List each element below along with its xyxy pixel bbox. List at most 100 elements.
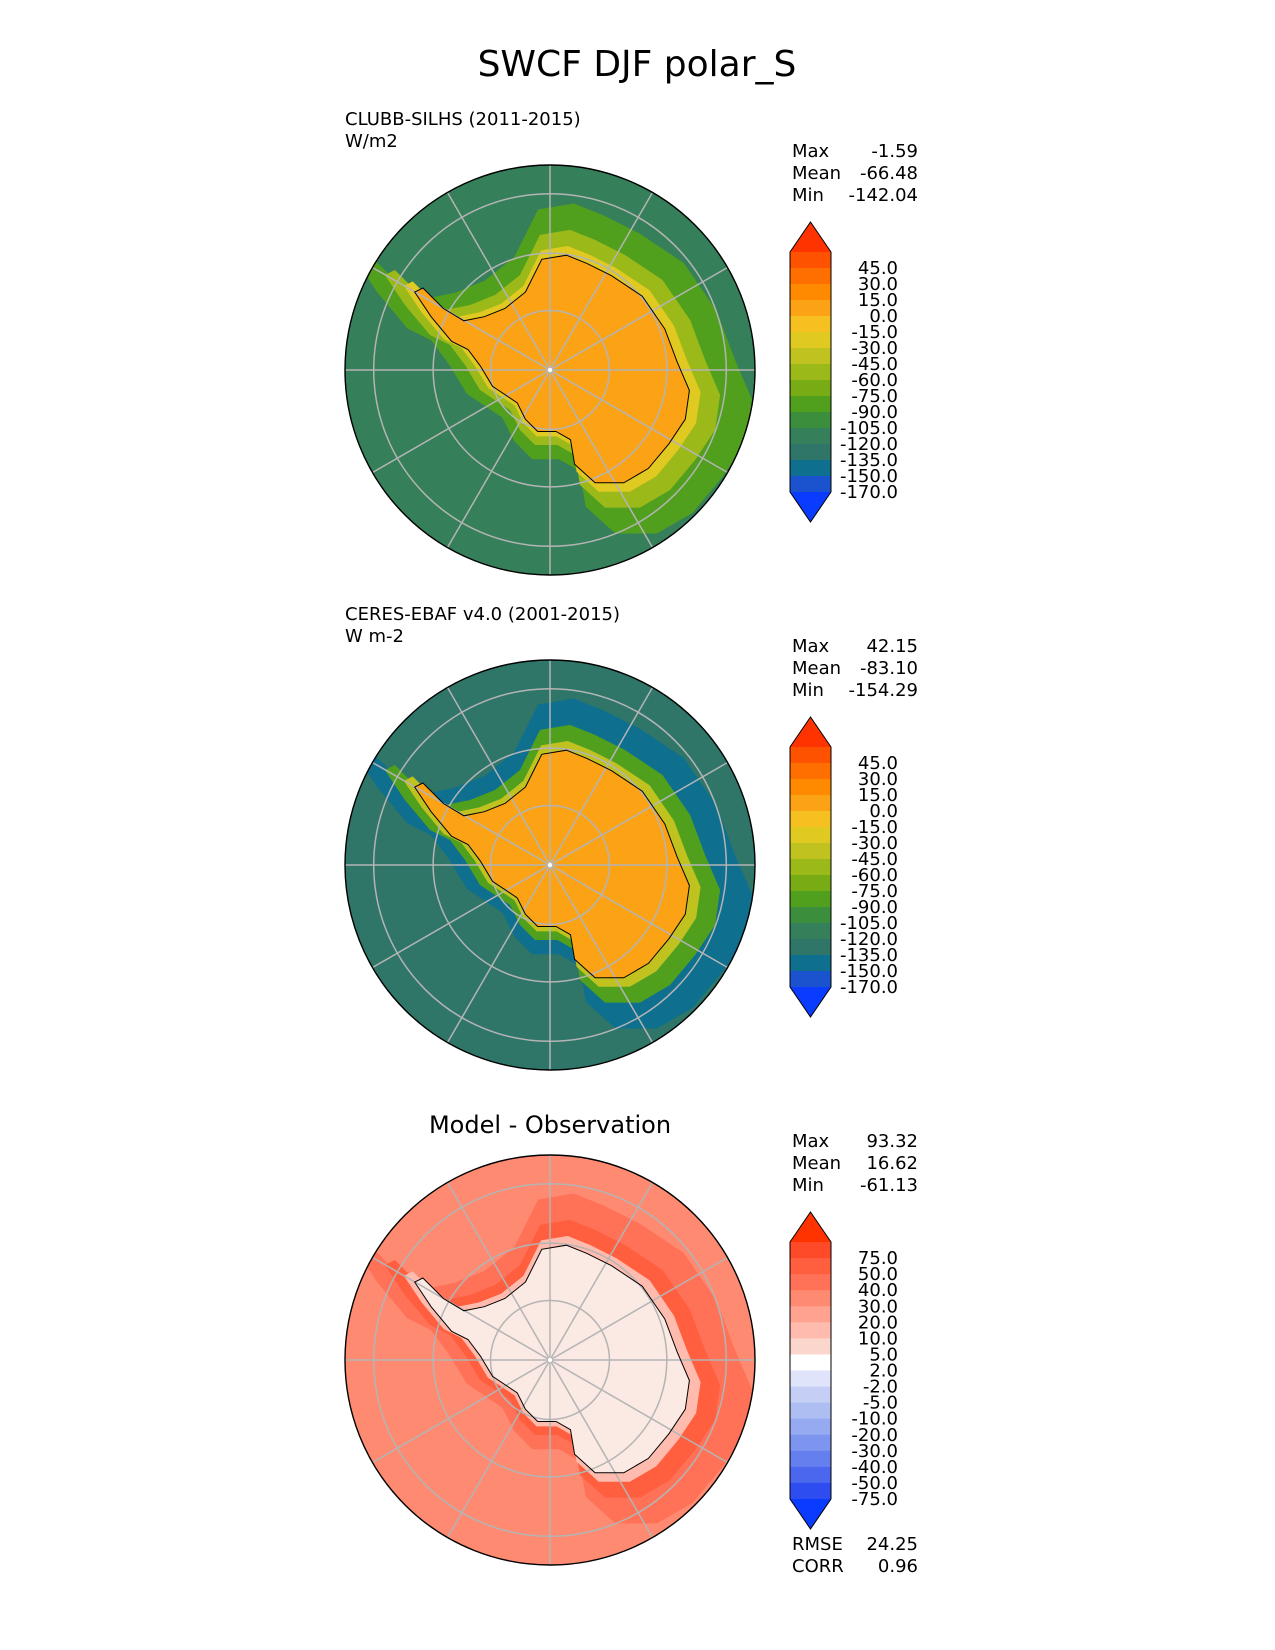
colorbar-outline xyxy=(789,221,832,523)
colorbar-tick-label: -10.0 xyxy=(851,1409,898,1430)
stat-name: Mean xyxy=(792,1153,841,1174)
stat-name: Max xyxy=(792,636,830,657)
colorbar-tick-label: 45.0 xyxy=(858,258,898,279)
colorbar-tick-label: -135.0 xyxy=(840,450,898,471)
stat-name: Min xyxy=(792,680,824,701)
figure-title: SWCF DJF polar_S xyxy=(478,44,797,85)
colorbar-segment xyxy=(790,476,831,493)
colorbar-tick-label: 0.0 xyxy=(869,801,898,822)
coastline xyxy=(413,749,690,979)
colorbar-tick-label: 2.0 xyxy=(869,1361,898,1382)
colorbar-tick-label: 20.0 xyxy=(858,1312,898,1333)
colorbar-tick-label: -45.0 xyxy=(851,354,898,375)
colorbar-segment xyxy=(790,252,831,269)
colorbar: 75.050.040.030.020.010.05.02.0-2.0-5.0-1… xyxy=(789,1211,898,1530)
colorbar-outline xyxy=(789,716,832,1018)
colorbar-segment xyxy=(790,364,831,381)
colorbar-extend-min xyxy=(790,492,831,522)
colorbar-segment xyxy=(790,1290,831,1307)
colorbar-segment xyxy=(790,747,831,764)
coastline xyxy=(413,254,690,484)
colorbar-tick-label: -40.0 xyxy=(851,1457,898,1478)
colorbar-segment xyxy=(790,1370,831,1388)
polar-map xyxy=(345,1155,755,1565)
colorbar-segment xyxy=(790,428,831,445)
colorbar-tick-label: 40.0 xyxy=(858,1280,898,1301)
colorbar-segment xyxy=(790,1466,831,1484)
colorbar-tick-label: 45.0 xyxy=(858,753,898,774)
colorbar-tick-label: -30.0 xyxy=(851,338,898,359)
colorbar-tick-label: -105.0 xyxy=(840,418,898,439)
colorbar-tick-label: -90.0 xyxy=(851,402,898,423)
stat-name: Max xyxy=(792,1131,830,1152)
colorbar-segment xyxy=(790,1450,831,1468)
stat-name: Min xyxy=(792,1175,824,1196)
panel-label: CLUBB-SILHS (2011-2015) xyxy=(345,109,581,130)
colorbar-segment xyxy=(790,843,831,860)
colorbar-tick-label: 75.0 xyxy=(858,1248,898,1269)
metric-value: 24.25 xyxy=(866,1534,918,1555)
colorbar-segment xyxy=(790,971,831,988)
panel-obs: CERES-EBAF v4.0 (2001-2015)W m-2 Max 42.15… xyxy=(344,604,918,1071)
colorbar-tick-label: -20.0 xyxy=(851,1425,898,1446)
stat-value: -142.04 xyxy=(849,185,918,206)
polar-map xyxy=(345,660,755,1070)
stat-name: Mean xyxy=(792,658,841,679)
colorbar-segment xyxy=(790,396,831,413)
colorbar: 45.030.015.00.0-15.0-30.0-45.0-60.0-75.0… xyxy=(789,221,898,523)
stat-name: Mean xyxy=(792,163,841,184)
colorbar-extend-max xyxy=(790,222,831,252)
colorbar-segment xyxy=(790,779,831,796)
colorbar-segment xyxy=(790,1386,831,1404)
map-frame xyxy=(344,1154,756,1566)
colorbar-segment xyxy=(790,763,831,780)
panel-diff: Model - Observation Max 93.32 Mean 16.62 Min -… xyxy=(344,1111,918,1577)
colorbar-tick-label: 30.0 xyxy=(858,274,898,295)
colorbar-segment xyxy=(790,460,831,477)
colorbar-segment xyxy=(790,923,831,940)
map-frame xyxy=(344,659,756,1071)
colorbar-extend-max xyxy=(790,717,831,747)
colorbar-tick-label: -45.0 xyxy=(851,849,898,870)
colorbar-tick-label: 50.0 xyxy=(858,1264,898,1285)
colorbar-segment xyxy=(790,1322,831,1339)
colorbar-segment xyxy=(790,1306,831,1323)
colorbar-segment xyxy=(790,875,831,892)
colorbar-tick-label: 15.0 xyxy=(858,290,898,311)
pole-marker xyxy=(547,367,553,373)
stat-value: -83.10 xyxy=(860,658,918,679)
colorbar-tick-label: -120.0 xyxy=(840,434,898,455)
colorbar-segment xyxy=(790,332,831,349)
colorbar-segment xyxy=(790,1418,831,1436)
colorbar-tick-label: -90.0 xyxy=(851,897,898,918)
metric-name: RMSE xyxy=(792,1534,843,1555)
colorbar-extend-min xyxy=(790,1499,831,1529)
colorbar-tick-label: -75.0 xyxy=(851,881,898,902)
colorbar-segment xyxy=(790,268,831,285)
colorbar-segment xyxy=(790,1434,831,1452)
colorbar-segment xyxy=(790,1338,831,1355)
colorbar-segment xyxy=(790,907,831,924)
stat-value: -66.48 xyxy=(860,163,918,184)
colorbar-segment xyxy=(790,412,831,429)
colorbar-segment xyxy=(790,444,831,461)
stat-value: 93.32 xyxy=(866,1131,918,1152)
colorbar-tick-label: -120.0 xyxy=(840,929,898,950)
colorbar-tick-label: -50.0 xyxy=(851,1473,898,1494)
colorbar-segment xyxy=(790,811,831,828)
stat-name: Min xyxy=(792,185,824,206)
pole-marker xyxy=(547,1357,553,1363)
colorbar-segment xyxy=(790,859,831,876)
colorbar-tick-label: 15.0 xyxy=(858,785,898,806)
stat-value: 42.15 xyxy=(866,636,918,657)
metric-value: 0.96 xyxy=(878,1556,918,1577)
colorbar-segment xyxy=(790,1274,831,1291)
colorbar-segment xyxy=(790,1402,831,1420)
colorbar-segment xyxy=(790,827,831,844)
panel-units: W m-2 xyxy=(345,626,404,647)
panel-title: Model - Observation xyxy=(429,1111,671,1139)
colorbar-segment xyxy=(790,1242,831,1259)
colorbar-segment xyxy=(790,1258,831,1275)
